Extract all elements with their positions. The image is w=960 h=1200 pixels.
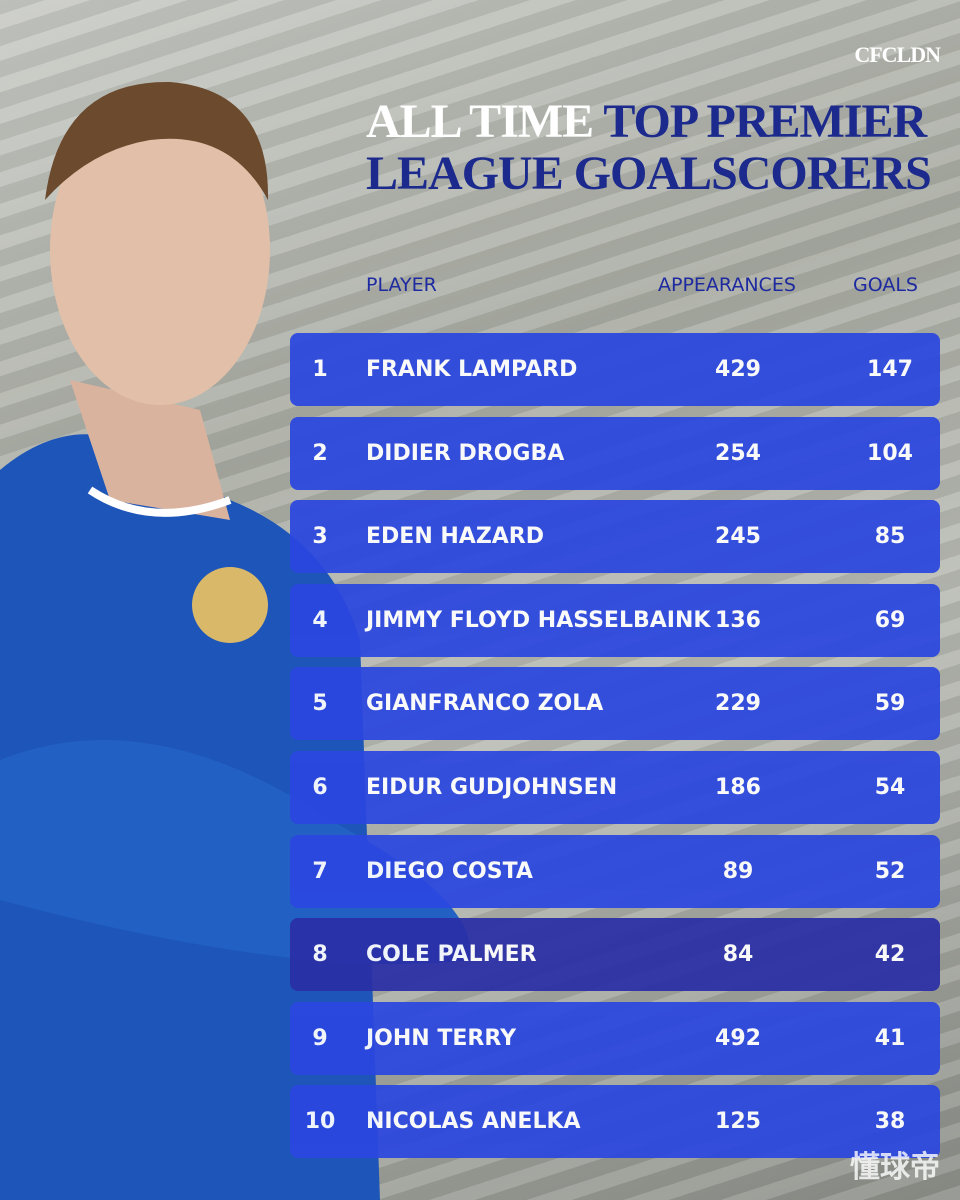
player-name: JIMMY FLOYD HASSELBAINK [366,607,711,633]
watermark: 懂球帝 [850,1150,940,1185]
goals: 104 [867,440,913,466]
title-part: LEAGUE GOALSCORERS [366,147,932,200]
title-part: ALL TIME [366,95,594,148]
rank: 7 [312,858,328,884]
table-row: 4 JIMMY FLOYD HASSELBAINK 136 69 [290,583,940,657]
rank: 2 [312,440,328,466]
player-name: DIEGO COSTA [366,858,533,884]
rank: 9 [312,1025,328,1051]
brand-logo: CFCLDN [854,42,941,67]
appearances: 229 [715,691,761,717]
appearances: 89 [722,858,754,884]
rank: 8 [312,942,328,968]
table-row: 10 NICOLAS ANELKA 125 38 [290,1085,940,1159]
player-name: EDEN HAZARD [366,524,545,550]
player-name: FRANK LAMPARD [366,357,578,382]
player-name: EIDUR GUDJOHNSEN [366,775,618,800]
title-line: ALL TIME TOP PREMIER [366,96,931,148]
goals: 52 [874,858,906,884]
rank: 5 [312,691,328,717]
appearances: 136 [715,607,761,633]
rank: 10 [304,1109,336,1135]
badge [192,567,268,643]
appearances: 254 [715,440,761,466]
table-row: 1 FRANK LAMPARD 429 147 [290,333,940,406]
table-row: 5 GIANFRANCO ZOLA 229 59 [290,667,940,741]
title: ALL TIME TOP PREMIER LEAGUE GOALSCORERS [366,96,932,200]
goals: 59 [874,691,906,717]
player-name: DIDIER DROGBA [366,440,565,466]
goals: 85 [874,524,906,550]
goals: 38 [874,1109,906,1135]
collar [87,486,232,517]
table-row: 8 COLE PALMER 84 42 [290,918,940,992]
goals: 69 [874,607,906,633]
rank: 1 [312,357,328,382]
face [50,95,270,405]
appearances: 492 [715,1025,761,1051]
rank: 4 [312,607,328,633]
goals: 41 [874,1025,906,1051]
header-appearances: APPEARANCES [658,274,796,296]
neck [70,380,230,520]
player-name: NICOLAS ANELKA [366,1109,581,1135]
rank: 6 [312,775,328,800]
hair [45,81,269,200]
goals: 54 [874,775,906,800]
player-name: JOHN TERRY [366,1025,517,1051]
table-row: 6 EIDUR GUDJOHNSEN 186 54 [290,751,940,824]
appearances: 186 [715,775,761,800]
rank: 3 [312,524,328,550]
appearances: 245 [715,524,761,550]
table-row: 2 DIDIER DROGBA 254 104 [290,416,940,490]
player-name: COLE PALMER [366,942,537,968]
table-row: 7 DIEGO COSTA 89 52 [290,834,940,908]
goals: 147 [867,357,913,382]
appearances: 84 [722,942,754,968]
title-part: TOP PREMIER [603,95,927,148]
appearances: 125 [715,1109,761,1135]
table-row: 3 EDEN HAZARD 245 85 [290,500,940,574]
arms [0,740,471,964]
appearances: 429 [715,357,761,382]
table-row: 9 JOHN TERRY 492 41 [290,1001,940,1075]
player-name: GIANFRANCO ZOLA [366,691,604,717]
goals: 42 [874,942,906,968]
title-line: LEAGUE GOALSCORERS [366,147,932,200]
player-photo [0,81,471,1200]
header-player: PLAYER [366,274,437,296]
header-goals: GOALS [853,274,918,296]
